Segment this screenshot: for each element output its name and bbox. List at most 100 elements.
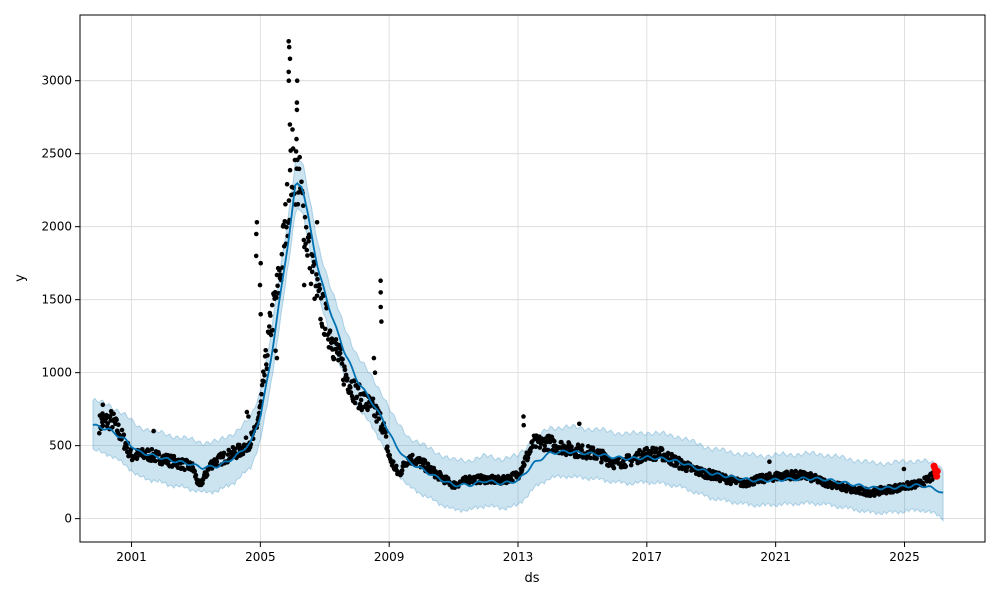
observed-point xyxy=(261,369,266,375)
observed-point xyxy=(310,253,316,259)
observed-point xyxy=(323,326,328,332)
observed-point xyxy=(111,411,116,417)
observed-spike-point xyxy=(100,402,106,408)
recent-point xyxy=(933,472,941,480)
observed-point xyxy=(314,293,320,299)
observed-spike-point xyxy=(294,107,300,113)
x-tick-label: 2009 xyxy=(374,550,405,564)
observed-point xyxy=(302,214,308,220)
y-tick-label: 2000 xyxy=(41,220,72,234)
observed-spike-point xyxy=(151,428,156,434)
observed-point xyxy=(542,443,547,449)
observed-spike-point xyxy=(253,253,259,259)
observed-spike-point xyxy=(301,282,307,288)
observed-point xyxy=(279,251,285,257)
y-tick-label: 0 xyxy=(64,512,72,526)
observed-point xyxy=(303,225,309,230)
observed-point xyxy=(272,289,278,295)
observed-point xyxy=(282,219,288,224)
observed-spike-point xyxy=(286,39,292,44)
observed-point xyxy=(259,382,265,388)
observed-point xyxy=(659,447,665,452)
observed-point xyxy=(293,149,299,154)
observed-point xyxy=(274,295,279,300)
recent-points xyxy=(930,462,941,480)
observed-spike-point xyxy=(287,122,293,127)
observed-spike-point xyxy=(258,312,264,317)
observed-point xyxy=(149,447,155,452)
observed-spike-point xyxy=(294,136,299,142)
observed-point xyxy=(376,416,382,422)
observed-point xyxy=(300,203,306,208)
observed-point xyxy=(644,445,649,451)
observed-point xyxy=(314,272,319,277)
observed-point xyxy=(358,397,364,403)
observed-point xyxy=(265,353,270,358)
observed-point xyxy=(580,443,585,448)
observed-point xyxy=(329,336,335,342)
observed-point xyxy=(277,268,282,273)
observed-spike-point xyxy=(294,100,300,105)
observed-point xyxy=(577,453,582,459)
observed-point xyxy=(341,382,347,387)
observed-point xyxy=(399,468,405,473)
observed-spike-point xyxy=(294,78,300,83)
x-axis-label: ds xyxy=(524,571,539,586)
observed-point xyxy=(653,446,659,452)
observed-point xyxy=(728,481,733,487)
observed-spike-point xyxy=(287,56,293,62)
observed-spike-point xyxy=(521,422,526,428)
observed-point xyxy=(342,367,348,373)
observed-spike-point xyxy=(257,282,263,288)
observed-point xyxy=(301,237,307,243)
observed-spike-point xyxy=(253,231,259,237)
observed-point xyxy=(370,396,376,402)
observed-point xyxy=(367,404,373,409)
observed-point xyxy=(657,452,663,458)
observed-point xyxy=(391,459,396,465)
observed-point xyxy=(275,283,280,289)
observed-point xyxy=(193,472,199,478)
observed-point xyxy=(259,391,264,397)
observed-point xyxy=(422,458,428,463)
observed-point xyxy=(337,350,343,356)
observed-spike-point xyxy=(372,370,378,376)
observed-spike-point xyxy=(246,414,251,419)
observed-point xyxy=(326,337,331,342)
observed-point xyxy=(385,444,390,450)
observed-point xyxy=(286,198,292,203)
observed-point xyxy=(116,422,121,428)
observed-point xyxy=(268,313,273,318)
forecast-line xyxy=(92,182,944,494)
observed-point xyxy=(365,407,370,413)
observed-point xyxy=(105,421,110,426)
y-axis-ticks: 0 500 1000 1500 2000 2500 3000 xyxy=(41,74,80,526)
observed-point xyxy=(121,432,127,438)
observed-point xyxy=(354,394,360,400)
observed-point xyxy=(284,224,289,230)
plot-frame xyxy=(79,14,986,543)
observed-spike-point xyxy=(379,319,384,324)
observed-point xyxy=(333,337,339,342)
observed-spike-point xyxy=(244,409,250,415)
x-axis-ticks: 2001 2005 2009 2013 2017 2021 2025 xyxy=(116,542,920,564)
y-tick-label: 3000 xyxy=(41,74,72,88)
observed-point xyxy=(355,386,361,391)
observed-point xyxy=(394,463,399,469)
observed-point xyxy=(559,439,564,445)
observed-point xyxy=(537,445,543,450)
observed-point xyxy=(267,324,272,329)
x-tick-label: 2025 xyxy=(889,550,920,564)
observed-point xyxy=(383,430,388,435)
observed-point xyxy=(182,467,187,473)
observed-point xyxy=(623,464,629,469)
observed-point xyxy=(707,467,712,473)
observed-point xyxy=(240,451,246,457)
observed-point xyxy=(307,266,313,271)
observed-point xyxy=(268,332,274,338)
observed-point xyxy=(278,272,283,278)
observed-point xyxy=(588,455,593,461)
observed-spike-point xyxy=(767,459,772,465)
observed-point xyxy=(387,452,393,458)
